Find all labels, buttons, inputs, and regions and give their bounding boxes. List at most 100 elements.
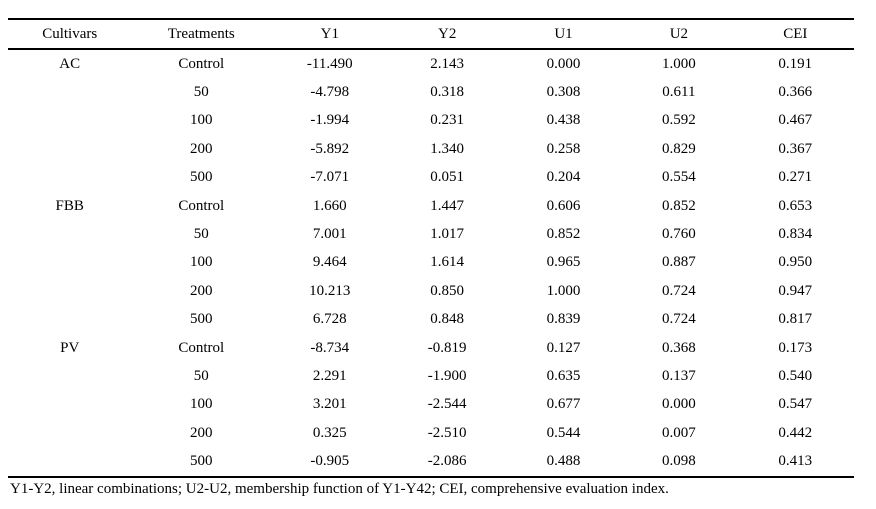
u2-cell: 0.611 (662, 84, 696, 101)
u1-cell: 0.258 (546, 140, 581, 157)
u1-cell: 0.000 (546, 55, 581, 72)
y1-cell: 1.660 (312, 197, 347, 214)
u1-cell: 0.438 (546, 112, 581, 129)
u2-cell: 0.554 (662, 169, 696, 186)
treatment-cell: 200 (190, 140, 213, 157)
cultivar-cell: PV (60, 339, 80, 356)
u2-cell: 0.592 (662, 112, 696, 129)
treatment-cell: Control (178, 55, 225, 72)
y1-cell: 6.728 (312, 311, 347, 328)
table-row: 50 -4.798 0.318 0.308 0.611 0.366 (8, 78, 854, 106)
treatment-cell: 200 (190, 424, 213, 441)
y1-cell: -0.905 (310, 453, 350, 470)
u2-cell: 0.007 (662, 424, 696, 441)
y1-cell: 10.213 (309, 282, 351, 299)
cei-cell: 0.366 (778, 84, 813, 101)
cultivar-cell (8, 135, 131, 163)
y2-cell: -2.544 (427, 396, 467, 413)
cei-cell: 0.834 (778, 226, 813, 243)
cei-cell: 0.817 (778, 311, 813, 328)
y1-cell: 2.291 (312, 367, 347, 384)
y1-cell: -4.798 (310, 84, 350, 101)
column-header-u2: U2 (621, 19, 737, 50)
u1-cell: 0.606 (546, 197, 581, 214)
column-header-y2: Y2 (388, 19, 506, 50)
table-row: 100 -1.994 0.231 0.438 0.592 0.467 (8, 107, 854, 135)
cultivar-cell (8, 107, 131, 135)
y2-cell: 2.143 (430, 55, 465, 72)
treatment-cell: 500 (190, 311, 213, 328)
y1-cell: -7.071 (310, 169, 350, 186)
u1-cell: 0.127 (546, 339, 581, 356)
u1-cell: 0.544 (546, 424, 581, 441)
table-row: 500 -7.071 0.051 0.204 0.554 0.271 (8, 164, 854, 192)
treatment-cell: Control (178, 339, 225, 356)
cei-cell: 0.467 (778, 112, 813, 129)
u1-cell: 0.488 (546, 453, 581, 470)
cultivar-cell: FBB (55, 197, 84, 214)
cultivar-cell (8, 306, 131, 334)
table-row: 50 2.291 -1.900 0.635 0.137 0.540 (8, 362, 854, 390)
treatment-cell: 50 (193, 226, 209, 243)
cei-cell: 0.540 (778, 367, 813, 384)
y2-cell: 0.051 (430, 169, 465, 186)
y2-cell: 1.614 (430, 254, 465, 271)
table-body: AC Control -11.490 2.143 0.000 1.000 0.191 50 -4… (8, 49, 854, 477)
cultivar-cell: AC (59, 55, 81, 72)
table-row: FBB Control 1.660 1.447 0.606 0.852 0.653 (8, 192, 854, 220)
cei-cell: 0.271 (778, 169, 813, 186)
u2-cell: 0.724 (662, 282, 696, 299)
u2-cell: 0.887 (662, 254, 696, 271)
y2-cell: -1.900 (427, 367, 467, 384)
y1-cell: 3.201 (312, 396, 347, 413)
u2-cell: 0.000 (662, 396, 696, 413)
cultivar-cell (8, 249, 131, 277)
cei-cell: 0.547 (778, 396, 813, 413)
y1-cell: 7.001 (312, 226, 347, 243)
u2-cell: 0.760 (662, 226, 696, 243)
table-row: 200 10.213 0.850 1.000 0.724 0.947 (8, 277, 854, 305)
u1-cell: 0.965 (546, 254, 581, 271)
u2-cell: 0.852 (662, 197, 696, 214)
column-header-cei: CEI (736, 19, 854, 50)
header-row: Cultivars Treatments Y1 Y2 U1 U2 CEI (8, 19, 854, 50)
treatment-cell: 100 (190, 112, 213, 129)
cultivar-cell (8, 78, 131, 106)
column-header-treatments: Treatments (131, 19, 272, 50)
y2-cell: 1.447 (430, 197, 465, 214)
treatment-cell: 500 (190, 169, 213, 186)
u2-cell: 0.098 (662, 453, 696, 470)
u1-cell: 0.677 (546, 396, 581, 413)
table-row: 50 7.001 1.017 0.852 0.760 0.834 (8, 220, 854, 248)
u2-cell: 0.368 (662, 339, 696, 356)
cei-cell: 0.947 (778, 282, 813, 299)
u1-cell: 0.852 (546, 226, 581, 243)
u2-cell: 0.724 (662, 311, 696, 328)
treatment-cell: 500 (190, 453, 213, 470)
cei-cell: 0.173 (778, 339, 813, 356)
u1-cell: 0.204 (546, 169, 581, 186)
table-row: PV Control -8.734 -0.819 0.127 0.368 0.173 (8, 334, 854, 362)
table-row: 500 -0.905 -2.086 0.488 0.098 0.413 (8, 447, 854, 476)
cultivar-cell (8, 419, 131, 447)
table-row: 500 6.728 0.848 0.839 0.724 0.817 (8, 306, 854, 334)
y2-cell: -0.819 (427, 339, 467, 356)
cultivar-cell (8, 362, 131, 390)
column-header-u1: U1 (505, 19, 622, 50)
treatment-cell: 50 (193, 84, 209, 101)
cei-cell: 0.950 (778, 254, 813, 271)
u2-cell: 0.829 (662, 140, 696, 157)
u1-cell: 1.000 (546, 282, 581, 299)
y2-cell: 0.318 (430, 84, 465, 101)
y2-cell: 1.340 (430, 140, 465, 157)
y1-cell: 0.325 (312, 424, 347, 441)
y2-cell: 0.850 (430, 282, 465, 299)
treatment-cell: 100 (190, 396, 213, 413)
table-header: Cultivars Treatments Y1 Y2 U1 U2 CEI (8, 19, 854, 50)
y1-cell: -11.490 (306, 55, 353, 72)
cultivar-cell (8, 277, 131, 305)
u1-cell: 0.635 (546, 367, 581, 384)
y1-cell: 9.464 (312, 254, 347, 271)
y1-cell: -8.734 (310, 339, 350, 356)
